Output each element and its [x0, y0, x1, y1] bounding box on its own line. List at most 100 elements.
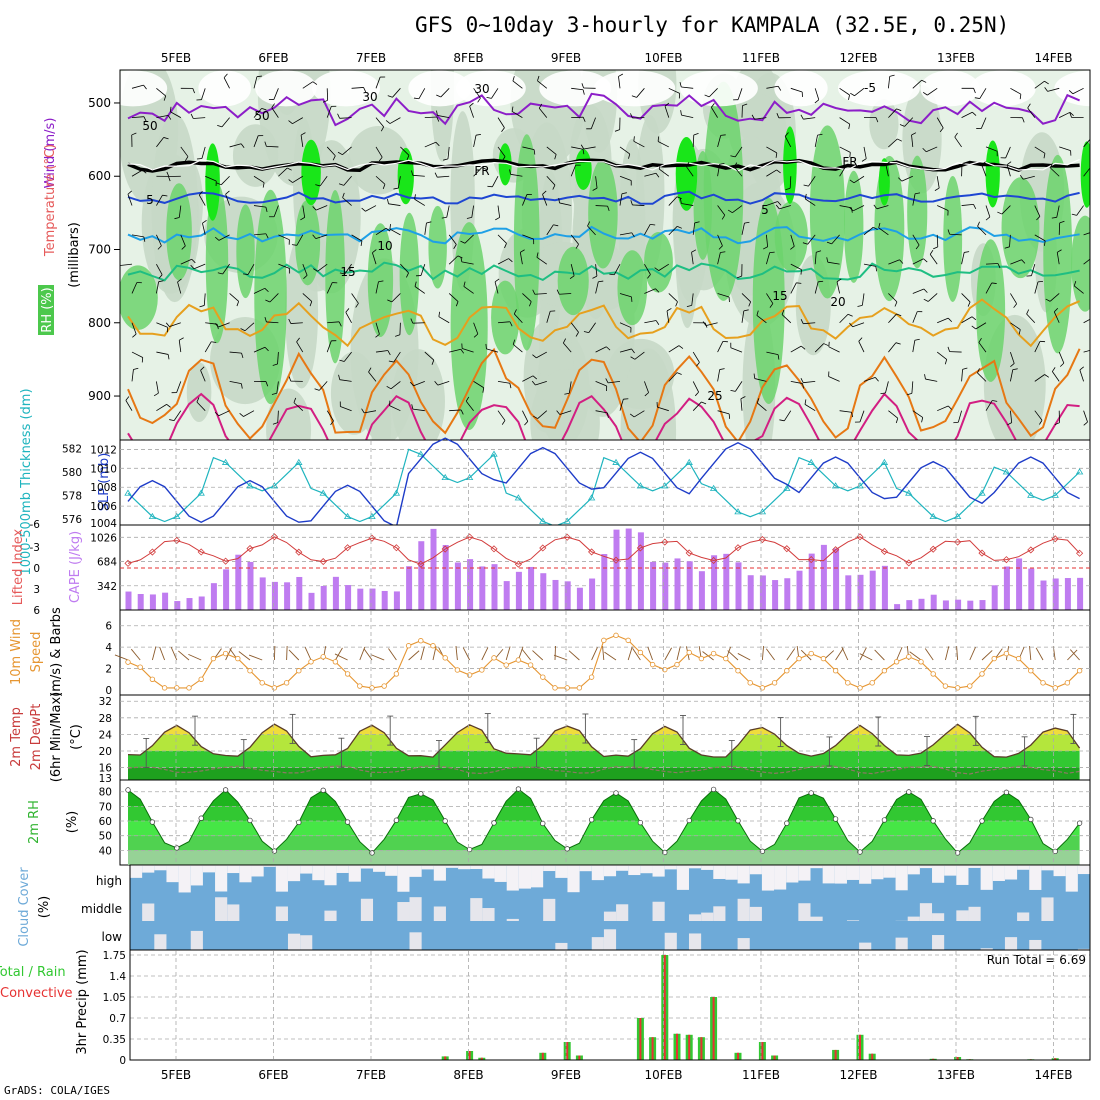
wind-barb-flag: [198, 190, 203, 196]
cape-bar: [589, 578, 596, 610]
wind-barb: [1083, 410, 1088, 423]
wind-barb-flag: [1026, 309, 1030, 315]
wind-point: [454, 667, 461, 673]
wind-barb: [1058, 351, 1065, 364]
cloud-low-clear: [664, 932, 678, 950]
bottom-date-label: 10FEB: [645, 1068, 683, 1082]
wind-barb-flag: [679, 198, 682, 204]
rh-point: [613, 790, 619, 796]
bottom-date-label: 13FEB: [937, 1068, 975, 1082]
wind-barb-flag: [655, 172, 660, 178]
cape-tick-label: 684: [97, 557, 117, 569]
wind-barb-flag: [580, 144, 585, 150]
wind-barb: [497, 380, 510, 384]
wind-barb: [595, 281, 599, 294]
wind-barb-flag: [1019, 174, 1024, 180]
rh-blob: [617, 250, 648, 326]
wind-barb-flag: [460, 409, 464, 415]
rh-point: [735, 818, 741, 824]
cloud-mid-cell: [871, 893, 884, 921]
rh-blob: [728, 93, 787, 168]
cloud-mid-clear: [470, 898, 483, 921]
cloud-low-cell: [324, 921, 338, 950]
cape-bar: [637, 532, 644, 610]
wind-barb: [571, 87, 584, 91]
wind-barb-flag: [265, 233, 269, 239]
wind-barb: [1005, 146, 1011, 159]
wind-barb: [178, 340, 182, 353]
wind-barb-flag: [261, 107, 267, 111]
wind-barb-flag: [1054, 422, 1060, 425]
wind-barb-flag: [387, 198, 389, 204]
wind-barb: [375, 322, 380, 335]
wind-barb: [156, 88, 166, 97]
wind-barb: [156, 381, 159, 394]
wind-barb-flag: [633, 136, 635, 142]
cloud-mid-cell: [531, 893, 544, 921]
wind-barb: [790, 380, 803, 384]
wind-barb-flag: [1044, 240, 1046, 246]
temp2m-label: 2m Temp: [9, 707, 24, 767]
wind-barb-flag: [718, 245, 723, 250]
rh-point: [1052, 848, 1058, 855]
wind-barb: [1027, 107, 1036, 118]
wind-barb: [888, 138, 898, 148]
cape-bar: [174, 601, 181, 610]
rh-tick-label: 50: [99, 831, 112, 843]
thickness-line: [127, 448, 1081, 527]
wind-barb: [979, 88, 987, 99]
wind-barb-flag: [997, 211, 1003, 215]
thickness-point: [392, 489, 401, 496]
temp-line: [127, 723, 1081, 758]
wind-barb-flag: [513, 309, 517, 315]
wind-barb-flag: [582, 149, 585, 155]
wind-barb-flag: [1019, 94, 1022, 100]
wind-barb-flag: [313, 268, 318, 272]
top-date-label: 12FEB: [840, 51, 878, 65]
wind-barb-flag: [581, 83, 584, 89]
wind-barb-flag: [337, 151, 343, 156]
rh-blob: [970, 70, 1036, 107]
wind-barb: [754, 117, 767, 120]
wind-barb-flag: [406, 155, 410, 161]
wind-barb: [717, 205, 726, 216]
cape-bar: [125, 591, 132, 610]
wind-barb: [766, 252, 771, 265]
wind-barb: [296, 234, 304, 246]
cloud-high-clear: [409, 866, 423, 877]
wind-barb-flag: [873, 204, 878, 210]
wind-barb: [766, 169, 777, 177]
wind-barb-flag: [947, 317, 953, 323]
wind-barb: [204, 341, 212, 353]
wind-barb: [957, 410, 962, 423]
wind-barb-flag: [740, 396, 746, 400]
wind-barb-flag: [202, 220, 207, 224]
cape-bar: [210, 583, 217, 610]
li-point: [832, 546, 840, 554]
wind-barb: [619, 348, 632, 353]
li-point: [319, 557, 327, 566]
cloud-mid-clear: [907, 916, 921, 921]
cloud-high-clear: [263, 866, 277, 867]
wind-barb: [170, 646, 178, 661]
plus15-contour: [127, 261, 1080, 282]
wind-barb: [766, 146, 778, 154]
wind-barb: [492, 176, 499, 188]
wind-barb-flag: [166, 171, 170, 177]
cape-bar: [845, 575, 852, 610]
wind-barb-flag: [898, 177, 903, 182]
precip-panel: 3hr Precip (mm) Total / Rain Convective …: [0, 949, 1091, 1067]
li-point: [270, 533, 278, 541]
cloud-low-cell: [1065, 921, 1079, 950]
wind-barb: [131, 369, 134, 382]
wind-barb: [196, 401, 206, 411]
thickness-point: [636, 482, 645, 489]
wind-barb-flag: [628, 153, 631, 159]
cape-bar: [528, 566, 535, 610]
cloud-mid-cell: [348, 893, 362, 921]
wind-barb: [389, 117, 401, 124]
wind-barb: [473, 167, 483, 177]
cloud-high-clear: [1041, 866, 1055, 871]
wind-barb-flag: [239, 413, 244, 417]
wind-barb-flag: [265, 207, 268, 213]
